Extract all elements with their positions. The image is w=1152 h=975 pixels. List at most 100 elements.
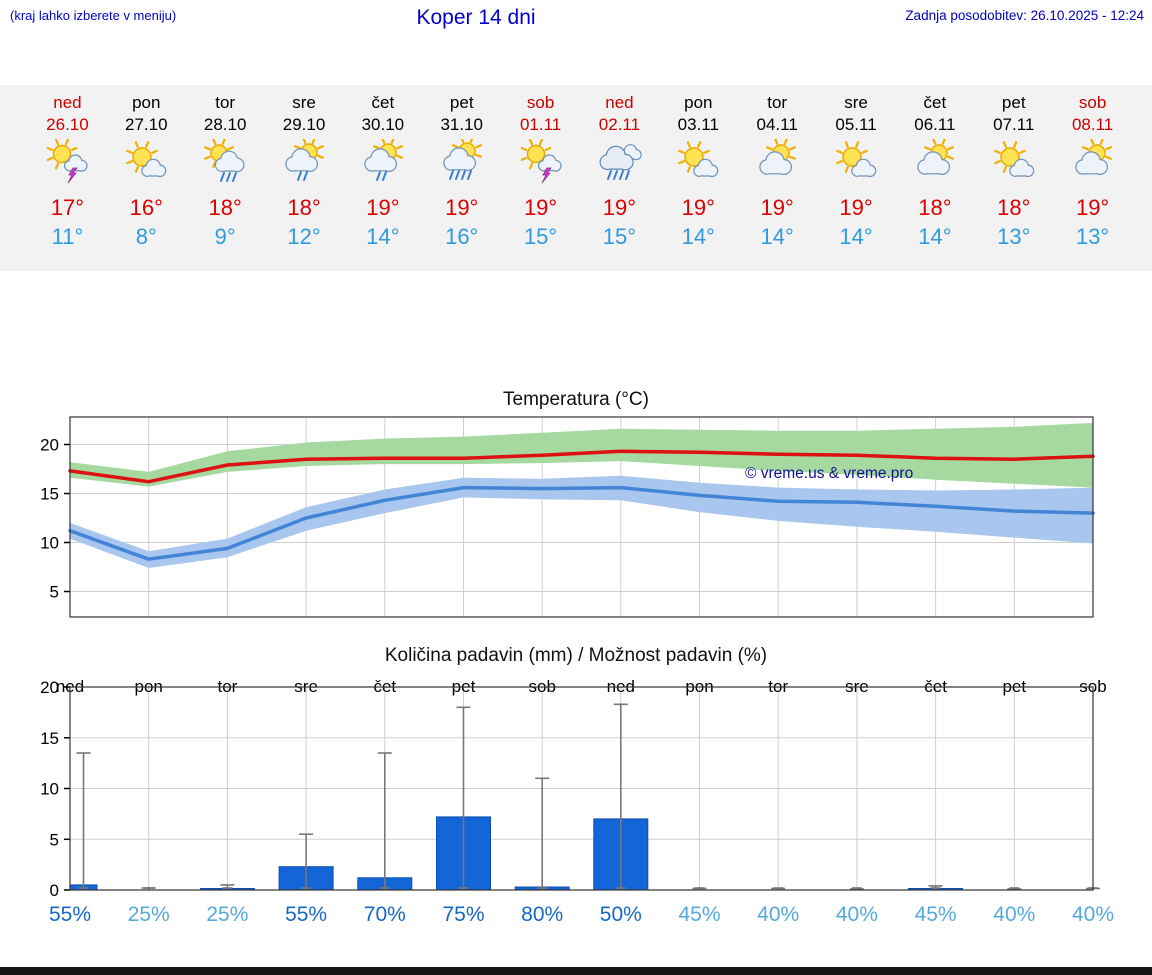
temperature-chart: 5 10 15 20 © vreme.us & vreme.pro xyxy=(0,413,1152,625)
sun-cloud-bolt-icon xyxy=(501,138,580,191)
menu-hint-text: (kraj lahko izberete v meniju) xyxy=(10,8,177,23)
precip-probability: 50% xyxy=(600,903,642,926)
day-name: ned xyxy=(605,93,634,112)
day-name: pet xyxy=(1001,93,1026,112)
svg-text:5: 5 xyxy=(50,830,59,849)
forecast-day[interactable]: sob 08.11 19° 13° xyxy=(1053,92,1132,271)
day-high-temp: 19° xyxy=(445,195,479,220)
forecast-day[interactable]: ned 02.11 19° 15° xyxy=(580,92,659,271)
cloud-sun-icon xyxy=(738,138,817,191)
precip-probability: 45% xyxy=(678,903,720,926)
precip-probability: 40% xyxy=(836,903,878,926)
day-date: 06.11 xyxy=(914,115,956,134)
cloud-heavy-rain-icon xyxy=(580,139,659,191)
precip-probability: 80% xyxy=(521,903,563,926)
day-low-temp: 14° xyxy=(839,224,873,249)
forecast-day[interactable]: čet 30.10 19° 14° xyxy=(343,92,422,271)
day-high-temp: 19° xyxy=(602,195,637,220)
day-name: čet xyxy=(371,93,395,112)
day-low-temp: 14° xyxy=(681,224,715,249)
precipitation-chart-svg: ned pon tor sre čet pet sob ned pon tor sre čet pet s… xyxy=(40,677,1114,926)
day-low-temp: 9° xyxy=(214,224,236,249)
day-date: 01.11 xyxy=(519,115,562,134)
day-low-temp: 11° xyxy=(51,224,84,249)
day-high-temp: 18° xyxy=(918,195,952,220)
precip-probability: 25% xyxy=(206,903,248,926)
svg-text:10: 10 xyxy=(40,780,59,799)
day-date: 08.11 xyxy=(1071,115,1114,134)
day-high-temp: 19° xyxy=(681,195,715,220)
day-name: pon xyxy=(132,93,161,112)
svg-text:0: 0 xyxy=(50,881,59,900)
day-name: pon xyxy=(684,93,713,112)
day-low-temp: 15° xyxy=(523,224,558,249)
day-high-temp: 19° xyxy=(1075,195,1110,220)
temperature-chart-svg: 5 10 15 20 © vreme.us & vreme.pro xyxy=(40,416,1095,618)
day-date: 02.11 xyxy=(598,115,641,134)
sun-cloud-icon xyxy=(659,139,738,191)
svg-text:15: 15 xyxy=(40,485,59,504)
forecast-day[interactable]: sre 05.11 19° 14° xyxy=(817,92,896,271)
day-name: sob xyxy=(526,93,555,112)
precip-probability: 40% xyxy=(993,903,1035,926)
precipitation-chart: ned pon tor sre čet pet sob ned pon tor sre čet pet s… xyxy=(0,669,1152,929)
day-low-temp: 16° xyxy=(445,224,479,249)
svg-text:20: 20 xyxy=(40,678,59,697)
day-high-temp: 19° xyxy=(523,195,558,220)
day-date: 28.10 xyxy=(203,115,247,134)
day-date: 03.11 xyxy=(677,115,719,134)
sun-cloud-icon xyxy=(817,139,896,191)
day-name: tor xyxy=(215,93,236,112)
day-name: sob xyxy=(1078,93,1107,112)
precip-probability: 40% xyxy=(757,903,799,926)
sun-cloud-bolt-icon xyxy=(28,138,107,191)
svg-text:10: 10 xyxy=(40,534,59,553)
temperature-chart-title: Temperatura (°C) xyxy=(503,389,649,410)
watermark-text: © vreme.us & vreme.pro xyxy=(745,465,913,482)
day-low-temp: 13° xyxy=(1075,224,1110,249)
day-date: 04.11 xyxy=(756,115,798,134)
forecast-day[interactable]: sre 29.10 18° 12° xyxy=(265,92,344,271)
precip-probability: 45% xyxy=(915,903,957,926)
svg-text:15: 15 xyxy=(40,729,59,748)
cloud-sun-icon xyxy=(1053,138,1132,191)
day-low-temp: 8° xyxy=(135,224,157,249)
forecast-day[interactable]: tor 04.11 19° 14° xyxy=(738,92,817,271)
day-high-temp: 17° xyxy=(50,195,85,220)
day-high-temp: 18° xyxy=(997,195,1031,220)
forecast-day[interactable]: pet 07.11 18° 13° xyxy=(974,92,1053,271)
precip-probability: 55% xyxy=(285,903,327,926)
day-low-temp: 14° xyxy=(760,224,794,249)
sun-cloud-icon xyxy=(974,139,1053,191)
precip-probability: 40% xyxy=(1072,903,1114,926)
last-update-text: Zadnja posodobitev: 26.10.2025 - 12:24 xyxy=(905,8,1144,23)
forecast-day[interactable]: ned 26.10 17° 11° xyxy=(28,92,107,271)
day-low-temp: 15° xyxy=(602,224,637,249)
day-date: 05.11 xyxy=(835,115,877,134)
day-name: pet xyxy=(449,93,474,112)
forecast-day[interactable]: pon 27.10 16° 8° xyxy=(107,92,186,271)
day-name: sre xyxy=(292,93,316,112)
forecast-day[interactable]: pet 31.10 19° 16° xyxy=(422,92,501,271)
day-date: 31.10 xyxy=(440,115,483,134)
day-date: 30.10 xyxy=(361,115,405,134)
page-title: Koper 14 dni xyxy=(416,6,536,29)
day-high-temp: 16° xyxy=(129,195,163,220)
forecast-day[interactable]: pon 03.11 19° 14° xyxy=(659,92,738,271)
day-date: 07.11 xyxy=(993,115,1035,134)
page-footer-bar xyxy=(0,967,1152,975)
svg-text:20: 20 xyxy=(40,436,59,455)
forecast-day[interactable]: sob 01.11 19° 15° xyxy=(501,92,580,271)
forecast-day[interactable]: tor 28.10 18° 9° xyxy=(186,92,265,271)
day-high-temp: 18° xyxy=(208,195,242,220)
day-name: ned xyxy=(53,93,82,112)
sun-cloud-icon xyxy=(107,139,186,191)
forecast-day[interactable]: čet 06.11 18° 14° xyxy=(895,92,974,271)
day-low-temp: 14° xyxy=(366,224,400,249)
day-low-temp: 14° xyxy=(918,224,952,249)
precip-probability: 25% xyxy=(128,903,170,926)
cloud-sun-rain-icon xyxy=(343,137,422,191)
precip-probability: 70% xyxy=(364,903,406,926)
sun-cloud-rain-icon xyxy=(186,138,265,191)
forecast-strip: ned 26.10 17° 11° pon 27.10 16° 8° tor 2… xyxy=(0,85,1152,271)
